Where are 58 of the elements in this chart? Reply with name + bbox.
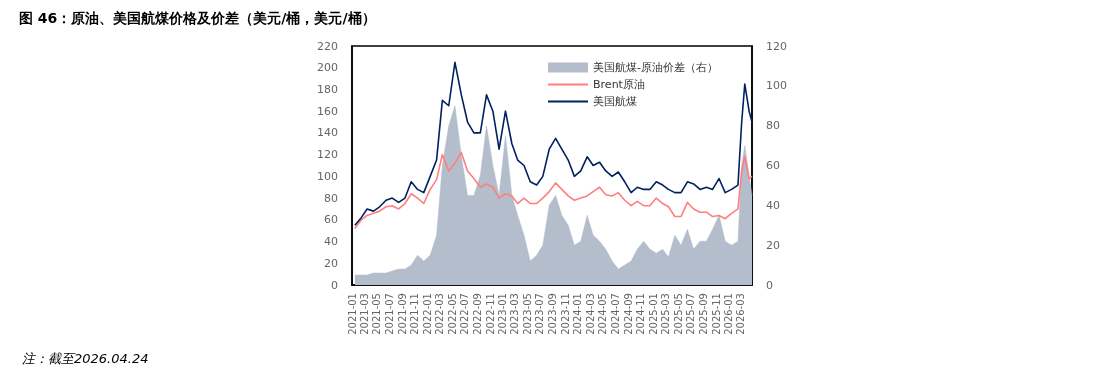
x-tick-label: 2023-01 — [497, 293, 509, 335]
x-tick-label: 2021-03 — [358, 293, 370, 335]
legend-label: 美国航煤-原油价差（右） — [593, 61, 719, 74]
x-tick-label: 2022-03 — [433, 293, 445, 335]
x-tick-label: 2025-03 — [660, 293, 672, 335]
y-tick-label: 120 — [317, 148, 338, 162]
x-tick-label: 2022-09 — [471, 293, 483, 335]
x-tick-label: 2025-11 — [710, 293, 722, 335]
y2-tick-label: 120 — [766, 39, 787, 53]
y-tick-label: 220 — [317, 39, 338, 53]
x-tick-label: 2021-05 — [371, 293, 383, 335]
x-tick-label: 2023-03 — [509, 293, 521, 335]
x-tick-label: 2024-05 — [597, 293, 609, 335]
x-tick-label: 2023-11 — [559, 293, 571, 335]
x-tick-label: 2026-03 — [735, 293, 747, 335]
x-tick-label: 2025-09 — [698, 293, 710, 335]
x-tick-label: 2024-01 — [572, 293, 584, 335]
x-tick-label: 2022-11 — [484, 293, 496, 335]
y2-tick-label: 20 — [766, 238, 780, 252]
x-tick-label: 2024-07 — [609, 293, 621, 335]
x-tick-label: 2023-05 — [521, 293, 533, 335]
y-tick-label: 180 — [317, 82, 338, 96]
y-tick-label: 0 — [331, 278, 338, 292]
y-tick-label: 100 — [317, 169, 338, 183]
x-tick-label: 2025-01 — [647, 293, 659, 335]
y2-tick-label: 60 — [766, 159, 780, 172]
y2-tick-label: 0 — [766, 278, 773, 292]
y-tick-label: 140 — [317, 126, 338, 140]
x-tick-label: 2025-05 — [672, 293, 684, 335]
x-tick-label: 2022-07 — [459, 293, 471, 335]
x-tick-label: 2021-07 — [383, 293, 395, 335]
x-tick-label: 2022-01 — [421, 293, 433, 335]
text: 图 46：原油、美国航煤价格及价差（美元/桶，美元/桶） — [19, 10, 376, 26]
y-tick-label: 20 — [324, 256, 338, 270]
legend-label: 美国航煤 — [593, 95, 638, 108]
y-tick-label: 200 — [317, 61, 338, 75]
x-tick-label: 2023-07 — [534, 293, 546, 335]
x-tick-label: 2024-09 — [622, 293, 634, 335]
line-series — [354, 61, 753, 227]
x-tick-label: 2021-01 — [346, 293, 358, 335]
x-tick-label: 2026-01 — [723, 293, 735, 335]
y-tick-label: 60 — [324, 213, 338, 227]
x-tick-label: 2025-07 — [685, 293, 697, 335]
legend-label: Brent原油 — [593, 78, 645, 91]
x-tick-label: 2021-11 — [409, 293, 421, 335]
x-tick-label: 2021-09 — [396, 293, 408, 335]
y-tick-label: 80 — [324, 191, 338, 205]
y-tick-label: 160 — [317, 104, 338, 118]
y2-tick-label: 100 — [766, 79, 787, 93]
text: 注：截至2026.04.24 — [22, 351, 149, 366]
y2-tick-label: 40 — [766, 198, 780, 212]
x-tick-label: 2023-09 — [547, 293, 559, 335]
x-tick-label: 2022-05 — [446, 293, 458, 335]
y2-tick-label: 80 — [766, 119, 780, 133]
line-series — [354, 151, 753, 230]
x-tick-label: 2024-03 — [584, 293, 596, 335]
y-tick-label: 40 — [324, 235, 338, 249]
x-tick-label: 2024-11 — [635, 293, 647, 335]
